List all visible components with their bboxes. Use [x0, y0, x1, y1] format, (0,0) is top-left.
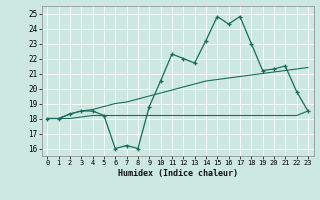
X-axis label: Humidex (Indice chaleur): Humidex (Indice chaleur): [118, 169, 237, 178]
